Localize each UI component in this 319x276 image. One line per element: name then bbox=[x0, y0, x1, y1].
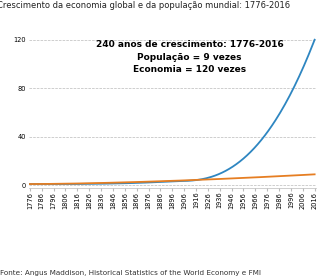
Economia bbox=[313, 38, 316, 41]
População bbox=[313, 173, 316, 176]
Economia bbox=[190, 179, 194, 182]
População bbox=[238, 176, 242, 180]
Legend: Economia, População: Economia, População bbox=[85, 275, 231, 276]
População bbox=[257, 176, 261, 179]
Economia bbox=[28, 182, 32, 186]
População bbox=[190, 178, 194, 182]
Text: 240 anos de crescimento: 1776-2016
População = 9 vezes
Economia = 120 vezes: 240 anos de crescimento: 1776-2016 Popul… bbox=[96, 40, 283, 75]
População bbox=[136, 180, 140, 184]
Economia bbox=[238, 160, 242, 163]
Economia bbox=[309, 47, 313, 51]
Economia bbox=[136, 181, 140, 185]
População bbox=[309, 173, 313, 176]
Line: Economia: Economia bbox=[30, 40, 315, 184]
Text: Fonte: Angus Maddison, Historical Statistics of the World Economy e FMI: Fonte: Angus Maddison, Historical Statis… bbox=[0, 270, 261, 276]
Line: População: População bbox=[30, 174, 315, 184]
População bbox=[28, 182, 32, 186]
Economia bbox=[60, 182, 64, 186]
População bbox=[60, 182, 64, 185]
Economia bbox=[257, 141, 261, 145]
Text: Crescimento da economia global e da população mundial: 1776-2016: Crescimento da economia global e da popu… bbox=[0, 1, 290, 10]
